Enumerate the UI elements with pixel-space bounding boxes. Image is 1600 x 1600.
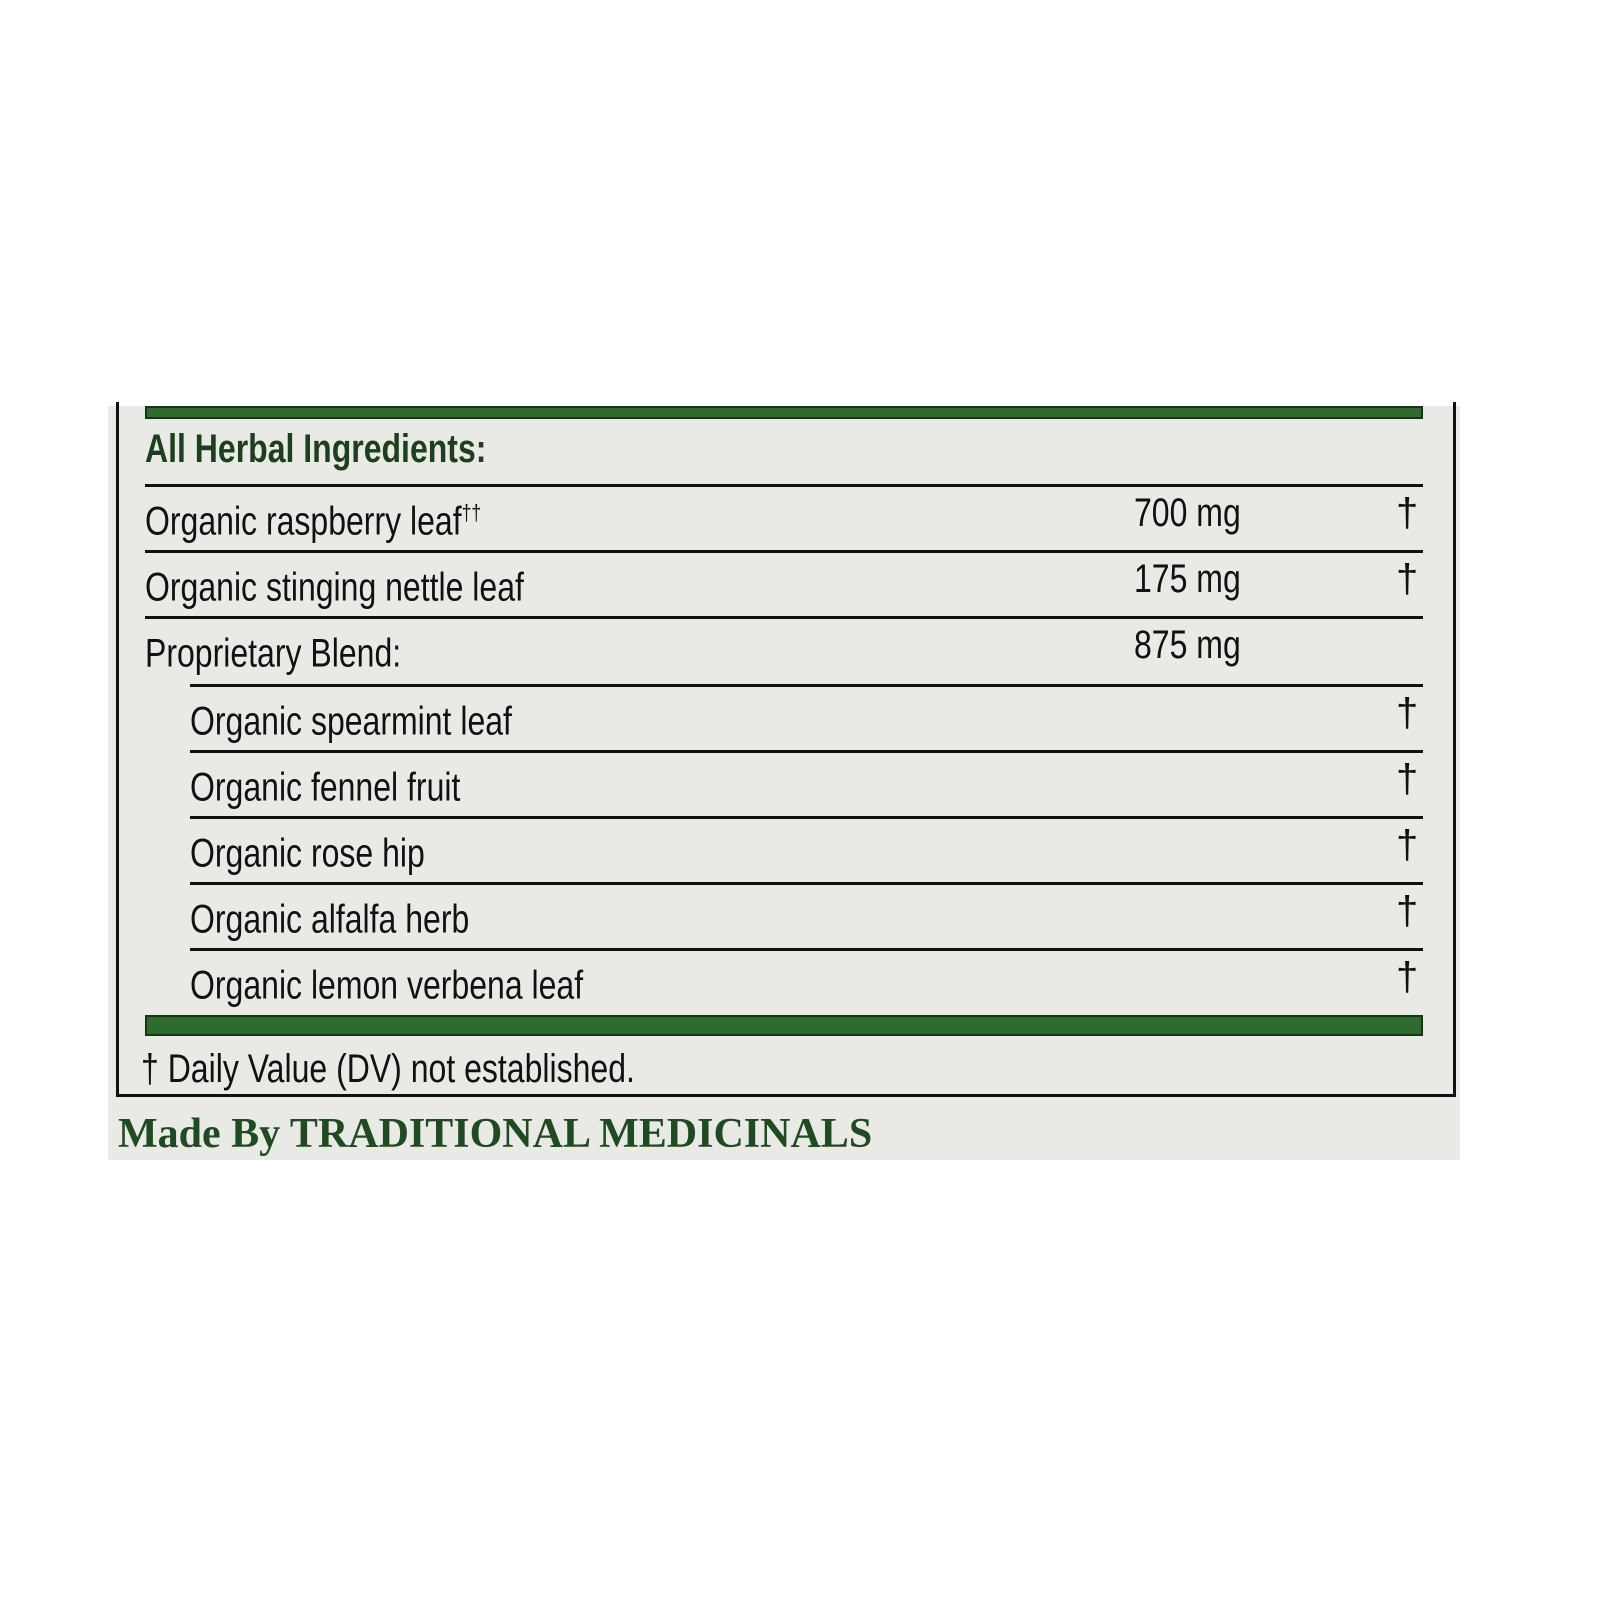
ingredient-label: Organic rose hip	[190, 831, 425, 876]
maker-credit: Made By TRADITIONAL MEDICINALS	[118, 1111, 873, 1157]
supplement-label: All Herbal Ingredients: Organic raspberr…	[108, 402, 1460, 1160]
ingredient-name: Proprietary Blend:	[145, 622, 401, 676]
ingredient-amount: 700 mg	[1134, 491, 1241, 535]
row-divider	[190, 882, 1423, 885]
row-divider	[145, 550, 1423, 553]
ingredient-name: Organic fennel fruit	[190, 756, 460, 810]
ingredient-name: Organic raspberry leaf††	[145, 490, 481, 544]
dv-dagger: †	[1396, 557, 1419, 601]
ingredient-label: Organic stinging nettle leaf	[145, 565, 524, 610]
bottom-green-bar	[145, 1015, 1423, 1036]
ingredient-name: Organic spearmint leaf	[190, 690, 512, 744]
label-border	[116, 402, 1456, 1097]
row-divider	[190, 684, 1423, 687]
ingredient-label: Organic alfalfa herb	[190, 897, 470, 942]
dagger-symbol: †	[141, 1047, 159, 1091]
ingredient-label: Organic lemon verbena leaf	[190, 963, 584, 1008]
footnote: † Daily Value (DV) not established.	[141, 1046, 635, 1092]
row-divider	[190, 948, 1423, 951]
ingredient-superscript: ††	[461, 500, 482, 525]
ingredient-amount: 175 mg	[1134, 557, 1241, 601]
dv-dagger: †	[1396, 955, 1419, 999]
top-green-bar	[145, 406, 1423, 419]
dv-dagger: †	[1396, 823, 1419, 867]
dv-dagger: †	[1396, 491, 1419, 535]
dv-dagger: †	[1396, 757, 1419, 801]
ingredient-amount: 875 mg	[1134, 623, 1241, 667]
ingredient-label: Organic raspberry leaf	[145, 499, 462, 544]
ingredient-label: Organic spearmint leaf	[190, 699, 512, 744]
ingredient-name: Organic lemon verbena leaf	[190, 954, 583, 1008]
row-divider	[145, 484, 1423, 487]
row-divider	[190, 816, 1423, 819]
dv-dagger: †	[1396, 889, 1419, 933]
ingredient-name: Organic alfalfa herb	[190, 888, 469, 942]
row-divider	[190, 750, 1423, 753]
dv-dagger: †	[1396, 691, 1419, 735]
ingredient-name: Organic rose hip	[190, 822, 425, 876]
footnote-text: Daily Value (DV) not established.	[167, 1047, 635, 1091]
ingredient-label: Proprietary Blend:	[145, 631, 402, 676]
ingredients-heading: All Herbal Ingredients:	[145, 427, 487, 471]
ingredient-name: Organic stinging nettle leaf	[145, 556, 524, 610]
row-divider	[145, 616, 1423, 619]
ingredient-label: Organic fennel fruit	[190, 765, 461, 810]
